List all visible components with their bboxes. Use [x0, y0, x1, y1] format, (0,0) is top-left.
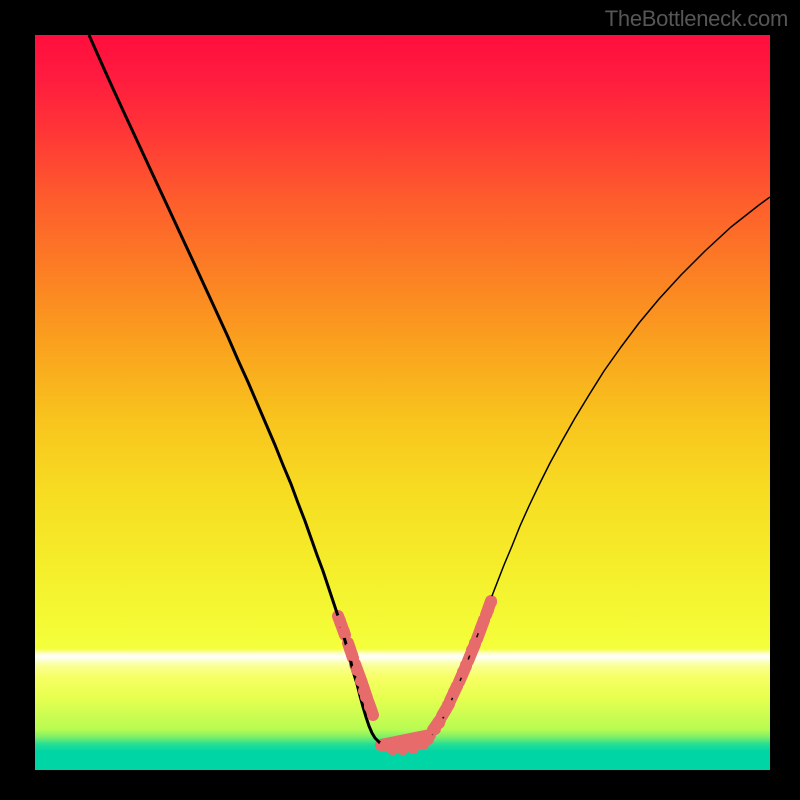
- chart-overlay: [35, 35, 770, 770]
- data-markers: [334, 596, 497, 755]
- watermark-text: TheBottleneck.com: [605, 6, 788, 32]
- chart-area: [35, 35, 770, 770]
